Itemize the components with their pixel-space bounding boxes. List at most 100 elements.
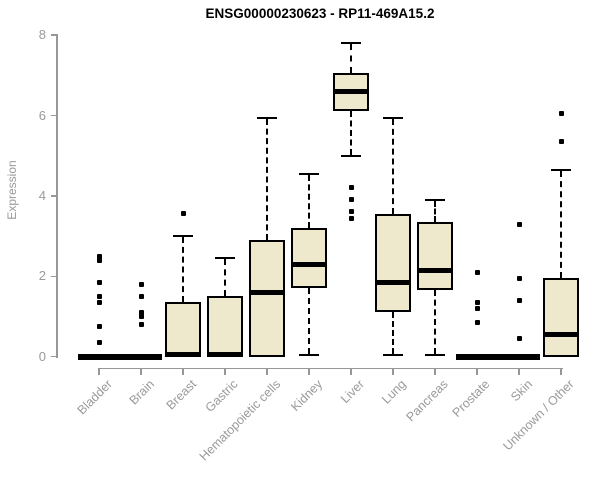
y-tick [51, 195, 57, 197]
whisker-line-hematopoietic-cells [266, 118, 268, 241]
outlier-point-brain [138, 293, 144, 299]
outlier-point-unknown-other [558, 110, 564, 116]
x-tick [518, 368, 520, 375]
box-hematopoietic-cells [249, 240, 285, 357]
whisker-cap-pancreas [425, 353, 445, 356]
x-tick [434, 368, 436, 375]
x-tick [98, 368, 100, 375]
outlier-point-bladder [96, 253, 102, 259]
outlier-point-brain [138, 322, 144, 328]
box-pancreas [417, 222, 453, 291]
median-line-lung [375, 279, 411, 285]
box-kidney [291, 228, 327, 289]
flat-bar-brain [120, 353, 162, 360]
flat-bar-prostate [456, 353, 498, 360]
x-tick [476, 368, 478, 375]
whisker-cap-gastric [215, 257, 235, 260]
x-tick-label-brain: Brain [126, 377, 157, 408]
whisker-line-lung [392, 312, 394, 354]
x-tick [560, 368, 562, 375]
whisker-cap-unknown-other [551, 168, 571, 171]
x-tick [140, 368, 142, 375]
x-tick-label-breast: Breast [163, 377, 199, 413]
outlier-point-prostate [474, 305, 480, 311]
median-line-liver [333, 88, 369, 94]
whisker-cap-kidney [299, 353, 319, 356]
outlier-point-bladder [96, 324, 102, 330]
outlier-point-brain [138, 309, 144, 315]
x-tick [182, 368, 184, 375]
whisker-line-gastric [224, 259, 226, 297]
whisker-line-pancreas [434, 200, 436, 223]
median-line-hematopoietic-cells [249, 289, 285, 295]
outlier-point-skin [516, 221, 522, 227]
y-tick-label: 8 [38, 27, 46, 43]
whisker-line-liver [350, 111, 352, 155]
whisker-cap-lung [383, 353, 403, 356]
whisker-line-lung [392, 118, 394, 214]
flat-bar-bladder [78, 353, 120, 360]
outlier-point-bladder [96, 257, 102, 263]
box-unknown-other [543, 278, 579, 357]
x-tick [224, 368, 226, 375]
median-line-breast [165, 352, 201, 358]
outlier-point-liver [348, 215, 354, 221]
box-gastric [207, 296, 243, 357]
outlier-point-bladder [96, 279, 102, 285]
whisker-line-kidney [308, 288, 310, 354]
y-tick-label: 6 [38, 107, 46, 123]
x-tick [308, 368, 310, 375]
whisker-cap-breast [173, 235, 193, 238]
x-tick-label-prostate: Prostate [450, 377, 493, 420]
outlier-point-unknown-other [558, 139, 564, 145]
whisker-cap-pancreas [425, 198, 445, 201]
x-tick-label-bladder: Bladder [74, 377, 115, 418]
y-tick [51, 34, 57, 36]
outlier-point-bladder [96, 299, 102, 305]
outlier-point-prostate [474, 320, 480, 326]
outlier-point-bladder [96, 340, 102, 346]
median-line-unknown-other [543, 332, 579, 338]
median-line-gastric [207, 352, 243, 358]
x-tick-label-skin: Skin [507, 377, 535, 405]
outlier-point-liver [348, 197, 354, 203]
chart-title: ENSG00000230623 - RP11-469A15.2 [205, 6, 435, 21]
y-tick-label: 2 [38, 268, 46, 284]
flat-bar-skin [498, 353, 540, 360]
outlier-point-liver [348, 209, 354, 215]
whisker-cap-lung [383, 116, 403, 119]
whisker-cap-liver [341, 154, 361, 157]
x-tick-label-hematopoietic-cells: Hematopoietic cells [196, 377, 283, 464]
outlier-point-prostate [474, 269, 480, 275]
x-tick-label-gastric: Gastric [203, 377, 241, 415]
outlier-point-brain [138, 314, 144, 319]
x-tick-label-kidney: Kidney [287, 377, 325, 414]
whisker-line-liver [350, 44, 352, 74]
y-tick [51, 355, 57, 358]
whisker-line-unknown-other [560, 170, 562, 279]
x-tick [350, 368, 352, 375]
whisker-cap-kidney [299, 172, 319, 175]
box-breast [165, 302, 201, 357]
outlier-point-skin [516, 275, 522, 281]
x-tick-label-pancreas: Pancreas [403, 377, 451, 425]
outlier-point-skin [516, 297, 522, 303]
x-tick-label-liver: Liver [337, 377, 367, 407]
whisker-cap-liver [341, 42, 361, 45]
x-tick [392, 368, 394, 375]
outlier-point-liver [348, 185, 354, 191]
median-line-kidney [291, 261, 327, 267]
whisker-line-pancreas [434, 290, 436, 354]
x-tick [266, 368, 268, 375]
whisker-line-breast [182, 237, 184, 303]
outlier-point-skin [516, 336, 522, 342]
y-tick-label: 4 [38, 187, 46, 203]
whisker-cap-hematopoietic-cells [257, 116, 277, 119]
median-line-pancreas [417, 267, 453, 273]
outlier-point-prostate [474, 299, 480, 305]
whisker-line-kidney [308, 174, 310, 229]
y-tick [51, 275, 57, 278]
box-lung [375, 213, 411, 313]
x-tick-label-lung: Lung [379, 377, 409, 407]
